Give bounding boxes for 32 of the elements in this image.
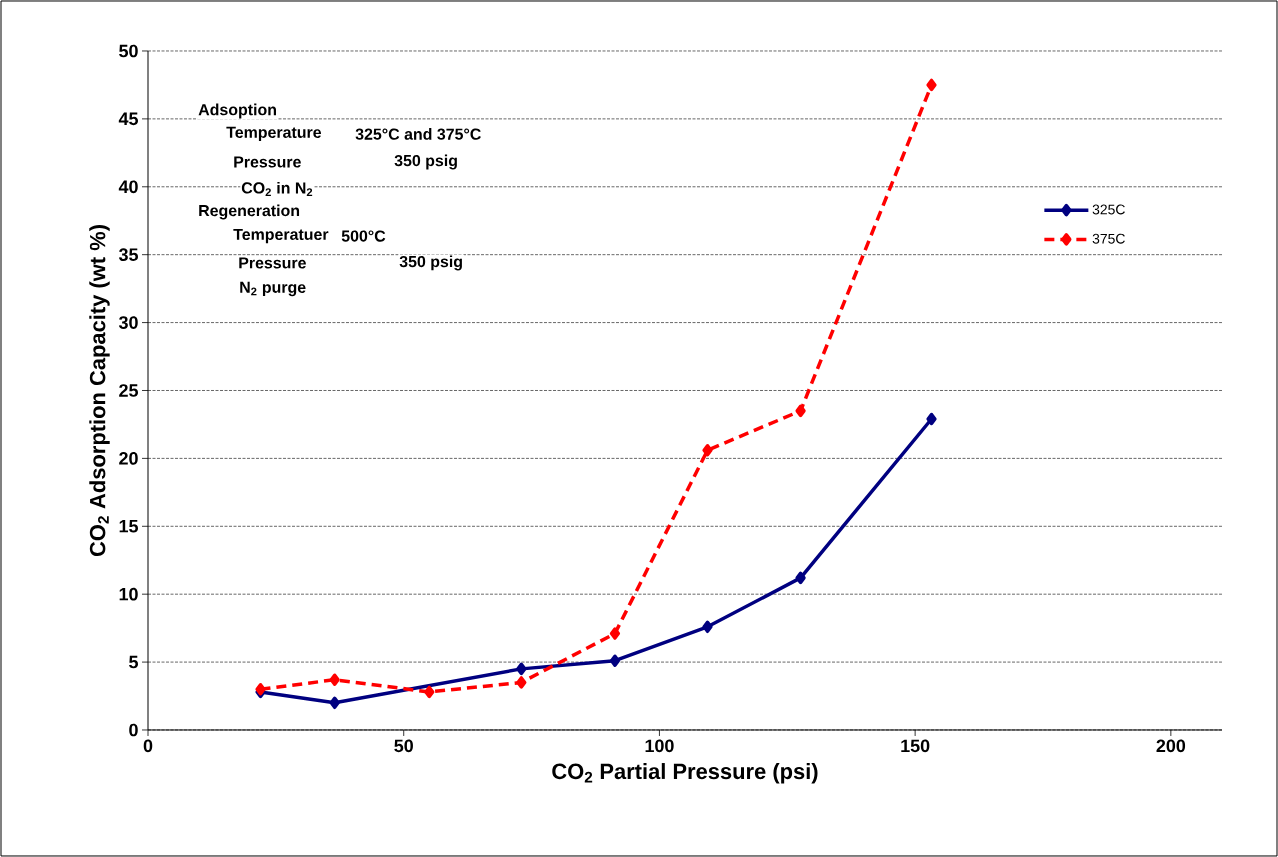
y-tick-label: 45 xyxy=(118,112,138,126)
annotation: CO$_{2}$ in N$_{2}$ xyxy=(241,181,313,197)
annotation: Temperature xyxy=(226,126,322,142)
annotation: N$_{2}$ purge xyxy=(240,281,306,297)
annotation: Pressure xyxy=(239,257,306,269)
x-axis-title: CO$_{2}$ Partial Pressure (psi) xyxy=(552,763,818,784)
annotation: Pressure xyxy=(234,156,301,168)
annotation: 325°C and 375°C xyxy=(355,128,481,140)
y-tick-label: 50 xyxy=(119,44,138,58)
y-tick-label: 10 xyxy=(119,587,138,601)
x-tick-label: 50 xyxy=(394,739,413,753)
y-tick-label: 25 xyxy=(119,384,138,397)
y-tick-label: 15 xyxy=(119,520,138,533)
annotation: 350 psig xyxy=(394,154,457,170)
y-tick-label: 5 xyxy=(129,655,138,669)
y-tick-label: 0 xyxy=(129,723,138,737)
annotation: Temperatuer xyxy=(233,228,329,244)
x-tick-label: 0 xyxy=(143,739,153,753)
legend-label: 325C xyxy=(1092,204,1125,215)
annotation: Regeneration xyxy=(199,204,300,220)
annotation: 350 psig xyxy=(399,255,462,271)
x-tick-label: 200 xyxy=(1156,739,1186,753)
annotation: 500°C xyxy=(341,230,386,242)
x-tick-label: 150 xyxy=(901,739,930,753)
x-tick-label: 100 xyxy=(645,739,674,753)
y-tick-label: 40 xyxy=(118,180,138,194)
annotation: Adsoption xyxy=(198,103,276,119)
legend-label: 375C xyxy=(1092,233,1125,244)
y-axis-title: CO$_{2}$ Adsorption Capacity (wt %) xyxy=(89,225,110,557)
y-tick-label: 20 xyxy=(119,452,138,465)
y-tick-label: 30 xyxy=(118,316,138,329)
y-tick-label: 35 xyxy=(118,248,138,262)
